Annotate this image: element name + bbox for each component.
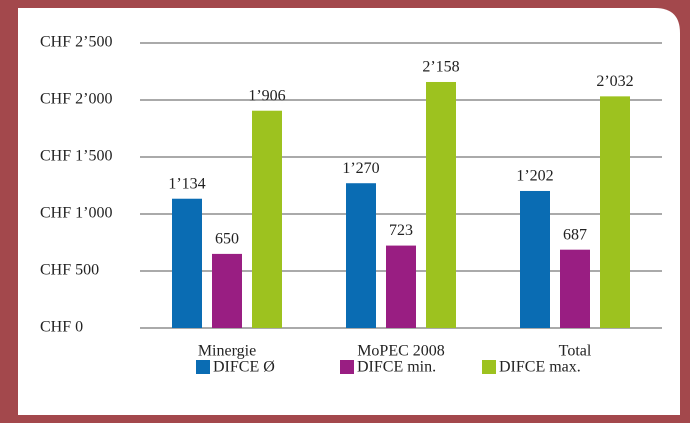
- value-label: 2’032: [596, 73, 633, 90]
- y-tick-label: CHF 0: [40, 319, 83, 336]
- value-label: 687: [563, 226, 587, 243]
- y-tick-label: CHF 500: [40, 262, 99, 279]
- bar: [560, 249, 590, 328]
- legend-label: DIFCE max.: [499, 359, 581, 376]
- bar: [212, 253, 242, 328]
- x-tick-label: Minergie: [198, 343, 256, 360]
- bar: [346, 183, 376, 328]
- value-label: 723: [389, 222, 413, 239]
- y-tick-label: CHF 2’000: [40, 91, 112, 108]
- value-label: 1’134: [168, 175, 205, 192]
- legend-swatch: [482, 360, 496, 374]
- value-label: 1’202: [516, 168, 553, 185]
- legend-swatch: [196, 360, 210, 374]
- bar: [600, 96, 630, 329]
- bar: [426, 81, 456, 328]
- value-label: 1’270: [342, 160, 379, 177]
- y-tick-label: CHF 1’000: [40, 205, 112, 222]
- legend-swatch: [340, 360, 354, 374]
- bar: [520, 190, 550, 328]
- value-label: 650: [215, 231, 239, 248]
- bar: [252, 110, 282, 328]
- legend-label: DIFCE Ø: [213, 359, 275, 376]
- value-label: 2’158: [422, 59, 459, 76]
- x-tick-label: Total: [559, 343, 592, 360]
- bar: [172, 198, 202, 328]
- x-tick-label: MoPEC 2008: [357, 343, 445, 360]
- value-label: 1’906: [248, 87, 285, 104]
- legend-label: DIFCE min.: [357, 359, 436, 376]
- y-tick-label: CHF 1’500: [40, 148, 112, 165]
- bar: [386, 245, 416, 328]
- y-tick-label: CHF 2’500: [40, 34, 112, 51]
